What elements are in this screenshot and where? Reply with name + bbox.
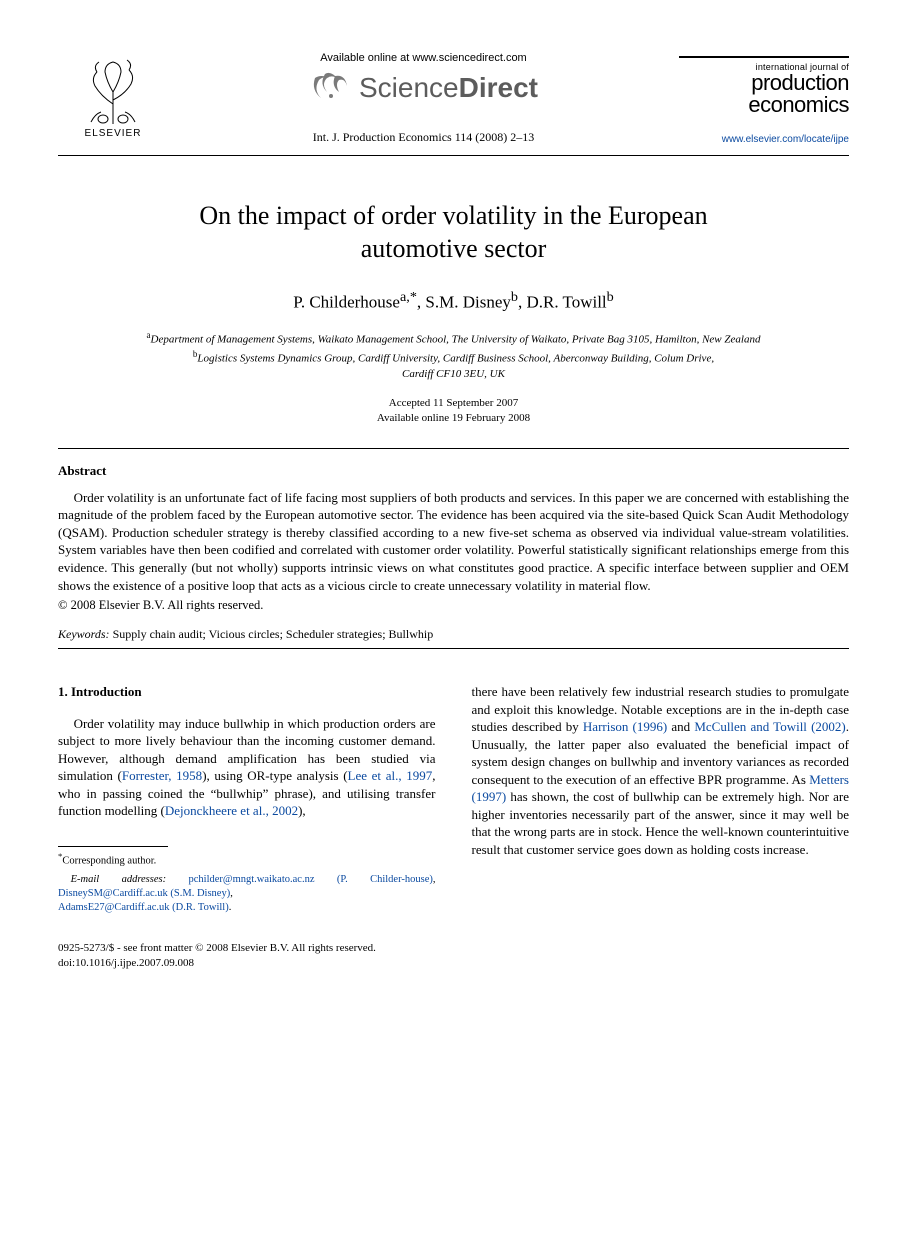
email-footnote: E-mail addresses: pchilder@mngt.waikato.… (58, 873, 436, 916)
ref-harrison-1996[interactable]: Harrison (1996) (583, 719, 667, 734)
issn-copyright: 0925-5273/$ - see front matter © 2008 El… (58, 942, 376, 954)
keywords-label: Keywords: (58, 627, 110, 641)
doi: doi:10.1016/j.ijpe.2007.09.008 (58, 957, 194, 969)
ref-forrester-1958[interactable]: Forrester, 1958 (122, 768, 202, 783)
email-sep-1: , (433, 874, 436, 885)
email-sep-2: , (230, 888, 233, 899)
journal-branding: international journal of production econ… (679, 48, 849, 145)
journal-locate-link[interactable]: www.elsevier.com/locate/ijpe (679, 134, 849, 145)
author-list: P. Childerhousea,*, S.M. Disneyb, D.R. T… (58, 289, 849, 313)
author-3: , D.R. Towill (518, 293, 607, 312)
journal-title-word2: economics (679, 94, 849, 116)
copyright-line: © 2008 Elsevier B.V. All rights reserved… (58, 598, 849, 613)
author-3-affil-sup: b (607, 289, 614, 305)
ref-mccullen-towill-2002[interactable]: McCullen and Towill (2002) (694, 719, 845, 734)
right-text-2: and (667, 719, 694, 734)
intro-paragraph-left: Order volatility may induce bullwhip in … (58, 715, 436, 820)
section-1-heading: 1. Introduction (58, 683, 436, 701)
sd-bold: Direct (459, 72, 538, 103)
sciencedirect-logo: ScienceDirect (168, 68, 679, 108)
available-online-text: Available online at www.sciencedirect.co… (168, 52, 679, 64)
abstract-text: Order volatility is an unfortunate fact … (58, 489, 849, 594)
ref-lee-1997[interactable]: Lee et al., 1997 (348, 768, 433, 783)
email-disney[interactable]: DisneySM@Cardiff.ac.uk (S.M. Disney) (58, 888, 230, 899)
abstract-top-rule (58, 448, 849, 449)
online-date: Available online 19 February 2008 (377, 412, 530, 424)
sciencedirect-swirl-icon (309, 68, 349, 108)
email-sep-3: . (229, 902, 232, 913)
author-1: P. Childerhouse (293, 293, 400, 312)
accepted-date: Accepted 11 September 2007 (389, 397, 518, 409)
journal-reference: Int. J. Production Economics 114 (2008) … (168, 130, 679, 145)
header-center: Available online at www.sciencedirect.co… (168, 48, 679, 147)
sciencedirect-text: ScienceDirect (359, 72, 538, 104)
corresponding-author-footnote: *Corresponding author. (58, 851, 436, 869)
email-towill[interactable]: AdamsE27@Cardiff.ac.uk (D.R. Towill) (58, 902, 229, 913)
email-label: E-mail addresses: (71, 874, 167, 885)
sd-plain: Science (359, 72, 459, 103)
journal-title-word1: production (679, 72, 849, 94)
author-2: , S.M. Disney (417, 293, 511, 312)
footnote-rule (58, 846, 168, 847)
article-title: On the impact of order volatility in the… (58, 200, 849, 265)
title-line1: On the impact of order volatility in the… (199, 201, 707, 230)
keywords-values: Supply chain audit; Vicious circles; Sch… (110, 627, 434, 641)
author-1-affil-sup: a, (400, 289, 410, 305)
intro-paragraph-right: there have been relatively few industria… (472, 683, 850, 858)
page-header: ELSEVIER Available online at www.science… (58, 48, 849, 156)
right-column: there have been relatively few industria… (472, 683, 850, 915)
affil-a: Department of Management Systems, Waikat… (151, 333, 761, 345)
front-matter-block: 0925-5273/$ - see front matter © 2008 El… (58, 941, 849, 971)
author-1-corr-sup: * (410, 289, 417, 305)
left-column: 1. Introduction Order volatility may ind… (58, 683, 436, 915)
article-dates: Accepted 11 September 2007 Available onl… (58, 396, 849, 426)
publisher-block: ELSEVIER (58, 48, 168, 139)
email-childerhouse[interactable]: pchilder@mngt.waikato.ac.nz (P. Childer-… (166, 874, 433, 885)
body-columns: 1. Introduction Order volatility may ind… (58, 683, 849, 915)
right-text-4: has shown, the cost of bullwhip can be e… (472, 789, 850, 857)
ref-dejonckheere-2002[interactable]: Dejonckheere et al., 2002 (165, 803, 298, 818)
affil-b-line2: Cardiff CF10 3EU, UK (402, 368, 505, 380)
abstract-bottom-rule (58, 648, 849, 649)
abstract-heading: Abstract (58, 463, 849, 479)
intro-text-2: ), using OR-type analysis ( (202, 768, 347, 783)
publisher-label: ELSEVIER (85, 128, 142, 139)
intro-text-4: ), (298, 803, 306, 818)
footnote-corresponding: Corresponding author. (62, 855, 156, 866)
affil-b-line1: Logistics Systems Dynamics Group, Cardif… (197, 352, 714, 364)
author-2-affil-sup: b (511, 289, 518, 305)
title-line2: automotive sector (361, 234, 547, 263)
affiliations: aDepartment of Management Systems, Waika… (58, 329, 849, 382)
keywords-line: Keywords: Supply chain audit; Vicious ci… (58, 627, 849, 642)
elsevier-tree-icon (83, 52, 143, 126)
